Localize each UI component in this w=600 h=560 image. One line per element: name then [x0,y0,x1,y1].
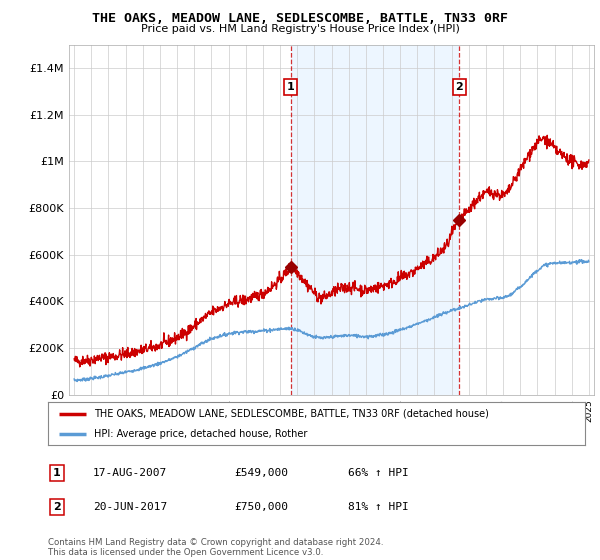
Text: HPI: Average price, detached house, Rother: HPI: Average price, detached house, Roth… [94,429,307,439]
Text: 1: 1 [53,468,61,478]
Text: 81% ↑ HPI: 81% ↑ HPI [348,502,409,512]
Text: £549,000: £549,000 [234,468,288,478]
Text: THE OAKS, MEADOW LANE, SEDLESCOMBE, BATTLE, TN33 0RF: THE OAKS, MEADOW LANE, SEDLESCOMBE, BATT… [92,12,508,25]
Text: 2: 2 [455,82,463,92]
Text: 1: 1 [287,82,295,92]
Text: Price paid vs. HM Land Registry's House Price Index (HPI): Price paid vs. HM Land Registry's House … [140,24,460,34]
Bar [290,45,460,395]
Text: 17-AUG-2007: 17-AUG-2007 [93,468,167,478]
Text: £750,000: £750,000 [234,502,288,512]
Text: 20-JUN-2017: 20-JUN-2017 [93,502,167,512]
Text: 66% ↑ HPI: 66% ↑ HPI [348,468,409,478]
Text: Contains HM Land Registry data © Crown copyright and database right 2024.
This d: Contains HM Land Registry data © Crown c… [48,538,383,557]
Text: THE OAKS, MEADOW LANE, SEDLESCOMBE, BATTLE, TN33 0RF (detached house): THE OAKS, MEADOW LANE, SEDLESCOMBE, BATT… [94,409,488,419]
Text: 2: 2 [53,502,61,512]
